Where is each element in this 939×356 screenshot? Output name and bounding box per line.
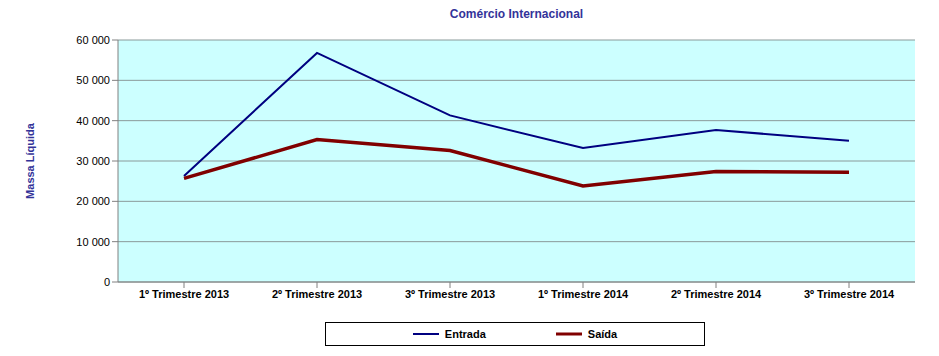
- svg-text:10 000: 10 000: [76, 236, 110, 248]
- svg-text:20 000: 20 000: [76, 195, 110, 207]
- svg-text:1º Trimestre 2014: 1º Trimestre 2014: [538, 288, 629, 300]
- svg-text:50 000: 50 000: [76, 74, 110, 86]
- svg-text:2º Trimestre 2014: 2º Trimestre 2014: [671, 288, 762, 300]
- svg-text:2º Trimestre 2013: 2º Trimestre 2013: [272, 288, 362, 300]
- svg-text:0: 0: [104, 276, 110, 288]
- svg-text:3º Trimestre 2013: 3º Trimestre 2013: [405, 288, 495, 300]
- svg-text:30 000: 30 000: [76, 155, 110, 167]
- svg-text:60 000: 60 000: [76, 34, 110, 46]
- svg-text:40 000: 40 000: [76, 115, 110, 127]
- svg-text:3º Trimestre 2014: 3º Trimestre 2014: [804, 288, 895, 300]
- svg-text:1º Trimestre 2013: 1º Trimestre 2013: [139, 288, 229, 300]
- html-text:Massa Líquida: Massa Líquida: [24, 123, 36, 199]
- html-text:Entrada: Entrada: [444, 328, 486, 340]
- html-text:Saída: Saída: [587, 328, 618, 340]
- html-text:Comércio Internacional: Comércio Internacional: [449, 7, 584, 21]
